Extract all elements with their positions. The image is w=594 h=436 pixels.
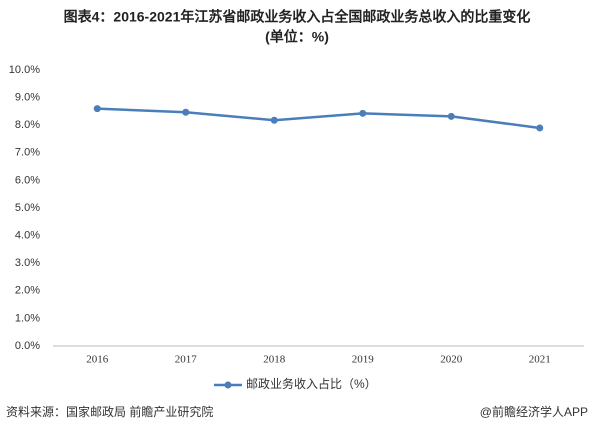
y-tick-label: 1.0% <box>15 312 40 324</box>
data-point <box>536 124 544 132</box>
y-tick-label: 3.0% <box>15 257 40 269</box>
x-tick-label: 2018 <box>263 354 286 366</box>
y-tick-label: 2.0% <box>15 285 40 297</box>
x-tick-label: 2021 <box>529 354 551 366</box>
y-tick-label: 4.0% <box>15 230 40 242</box>
data-point <box>359 109 367 117</box>
y-tick-label: 8.0% <box>15 119 40 131</box>
data-point <box>93 105 101 113</box>
x-tick-label: 2019 <box>352 354 375 366</box>
y-tick-label: 10.0% <box>9 64 40 76</box>
y-tick-label: 5.0% <box>15 202 40 214</box>
x-tick-label: 2017 <box>175 354 198 366</box>
legend-marker <box>224 381 232 389</box>
x-tick-label: 2020 <box>440 354 463 366</box>
chart-subtitle: (单位：%) <box>265 29 329 45</box>
x-tick-label: 2016 <box>86 354 109 366</box>
y-tick-label: 9.0% <box>15 92 40 104</box>
data-point <box>182 108 190 116</box>
chart-title: 图表4：2016-2021年江苏省邮政业务收入占全国邮政业务总收入的比重变化 <box>64 9 531 25</box>
y-tick-label: 0.0% <box>15 340 40 352</box>
credit: @前瞻经济学人APP <box>480 404 588 419</box>
data-point <box>270 116 278 124</box>
y-tick-label: 6.0% <box>15 174 40 186</box>
data-point <box>447 112 455 120</box>
source: 资料来源：国家邮政局 前瞻产业研究院 <box>6 404 213 419</box>
legend-label: 邮政业务收入占比（%） <box>246 376 377 391</box>
y-tick-label: 7.0% <box>15 147 40 159</box>
data-line <box>97 107 540 130</box>
